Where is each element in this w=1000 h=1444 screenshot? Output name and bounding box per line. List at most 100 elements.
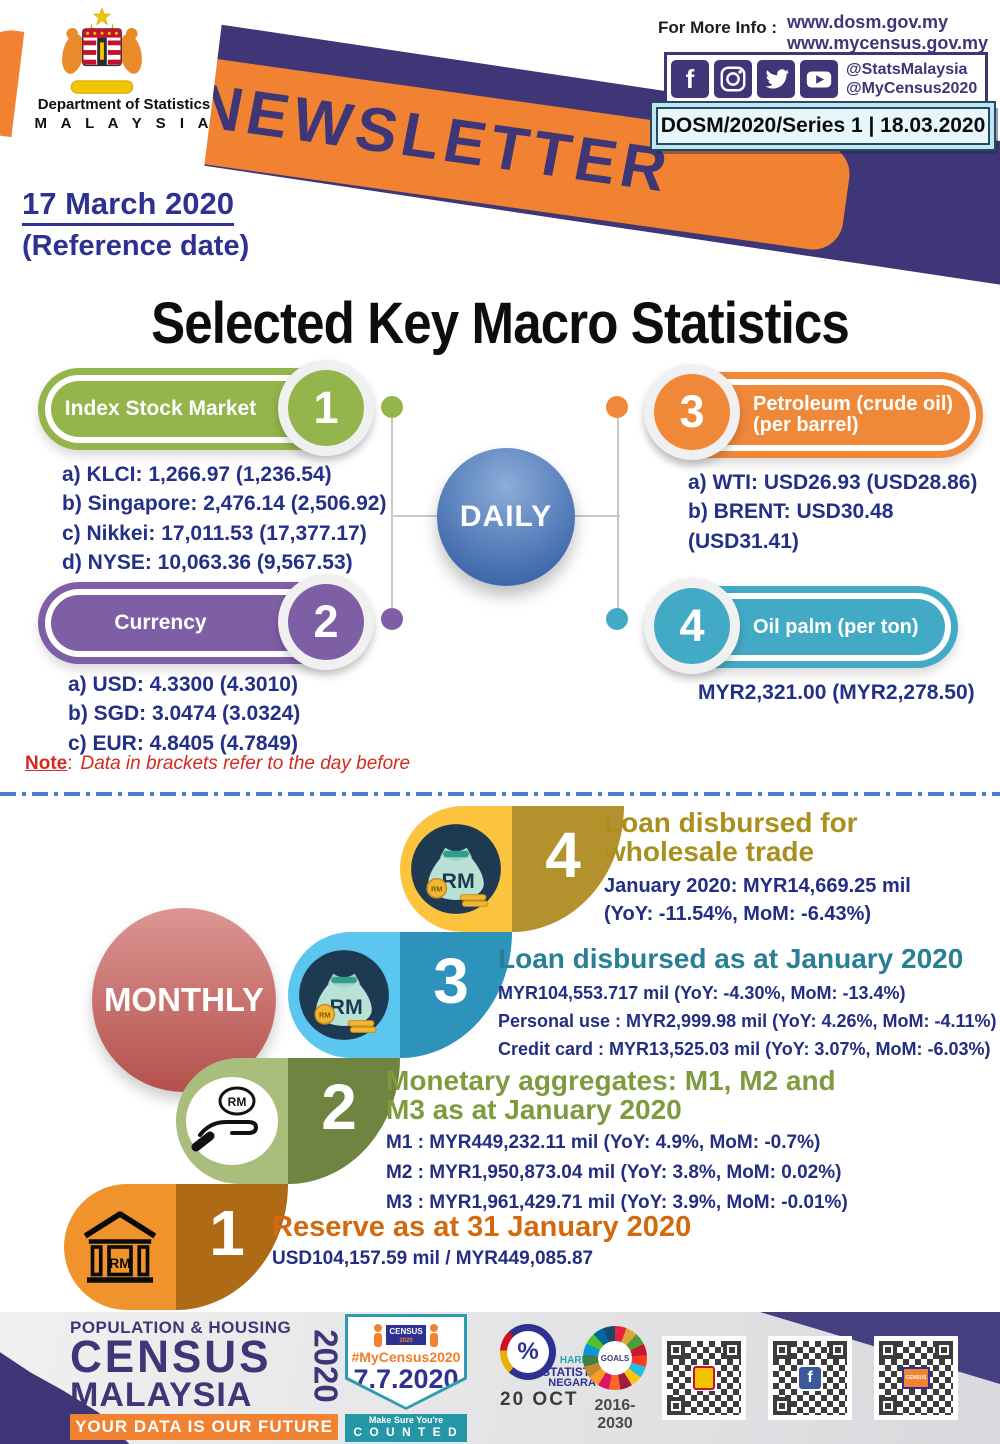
qr-code-facebook[interactable]: f (768, 1336, 852, 1420)
dot-orange (606, 396, 628, 418)
qr-finder-icon (667, 1341, 685, 1359)
nyse-value: d) NYSE: 10,063.36 (9,567.53) (62, 551, 353, 575)
petroleum-values: a) WTI: USD26.93 (USD28.86) b) BRENT: US… (688, 468, 1000, 556)
step3-number: 3 (433, 945, 469, 1017)
mycensus-url-link[interactable]: www.mycensus.gov.my (786, 32, 989, 53)
qr-finder-icon (773, 1341, 791, 1359)
statistics-day-icon: % (500, 1324, 556, 1380)
svg-text:CENSUS: CENSUS (389, 1327, 423, 1336)
mycensus-shield-inner: CENSUS 2020 #MyCensus2020 7.7.2020 (348, 1317, 464, 1407)
qr-finder-icon (829, 1341, 847, 1359)
census-malaysia: MALAYSIA (70, 1375, 253, 1414)
number-badge-2: 2 (278, 574, 374, 670)
info-urls: www.dosm.gov.my www.mycensus.gov.my (787, 12, 988, 53)
sdg-wheel-icon: GOALS (583, 1326, 647, 1390)
qr-center-facebook-icon: f (797, 1365, 823, 1391)
census-tagline: YOUR DATA IS OUR FUTURE (70, 1414, 338, 1441)
youtube-icon[interactable] (800, 60, 838, 98)
twitter-icon[interactable] (757, 60, 795, 98)
census-mini-logo-icon: CENSUS 2020 (374, 1324, 438, 1347)
eur-value: c) EUR: 4.8405 (4.7849) (68, 731, 298, 755)
percent-glyph: % (507, 1331, 549, 1373)
page-title: Selected Key Macro Statistics (151, 291, 850, 356)
pill-currency: Currency 2 (38, 574, 374, 670)
census-year-vertical: 2020 (307, 1328, 345, 1403)
note-text: Data in brackets refer to the day before (80, 753, 411, 774)
series-date-badge: DOSM/2020/Series 1 | 18.03.2020 (652, 103, 994, 149)
mycensus-shield: CENSUS 2020 #MyCensus2020 7.7.2020 (345, 1314, 467, 1410)
oil-palm-values: MYR2,321.00 (MYR2,278.50) (698, 678, 975, 707)
step3-heading: Loan disbursed as at January 2020 (498, 943, 964, 974)
money-bag-icon: RM RM (411, 824, 501, 914)
loan-personal-value: Personal use : MYR2,999.98 mil (YoY: 4.2… (498, 1010, 997, 1031)
step2-leaf-dark: 2 (288, 1058, 400, 1184)
pill-oil-palm: Oil palm (per ton) 4 (644, 578, 958, 674)
nikkei-value: c) Nikkei: 17,011.53 (17,377.17) (62, 521, 367, 545)
singapore-value: b) Singapore: 2,476.14 (2,506.92) (62, 492, 387, 516)
step1-body: USD104,157.59 mil / MYR449,085.87 (272, 1248, 593, 1270)
social-media-box: f @StatsMalaysia @MyCensus2020 (664, 52, 988, 106)
qr-pattern: CENSUS (879, 1341, 953, 1415)
department-name-line2: M A L A Y S I A (34, 114, 214, 132)
step4-body: January 2020: MYR14,669.25 mil (YoY: -11… (604, 872, 911, 928)
dashed-divider (0, 792, 1000, 796)
social-handles: @StatsMalaysia @MyCensus2020 (843, 60, 977, 98)
svg-text:RM: RM (431, 884, 443, 893)
number-2: 2 (288, 584, 364, 660)
qr-pattern (667, 1341, 741, 1415)
hand-rm-icon: RM (186, 1077, 278, 1165)
note-colon: : (67, 753, 73, 774)
qr-center-census-icon: CENSUS (902, 1367, 930, 1389)
pill-index-stock-market: Index Stock Market 1 (38, 360, 374, 456)
counted-line2: C O U N T E D (353, 1425, 459, 1440)
step4-leaf-light: RM RM (400, 806, 512, 932)
number-3: 3 (654, 374, 730, 450)
m1-value: M1 : MYR449,232.11 mil (YoY: 4.9%, MoM: … (386, 1132, 821, 1153)
facebook-icon[interactable]: f (671, 60, 709, 98)
census-text-column: POPULATION & HOUSING CENSUS MALAYSIA (70, 1319, 291, 1414)
step2-heading: Monetary aggregates: M1, M2 and M3 as at… (386, 1065, 836, 1126)
department-name: Department of Statistics M A L A Y S I A (24, 96, 224, 134)
qr-finder-icon (935, 1341, 953, 1359)
step1-heading: Reserve as at 31 January 2020 (272, 1211, 692, 1243)
sgd-value: b) SGD: 3.0474 (3.0324) (68, 702, 301, 726)
step2-body: M1 : MYR449,232.11 mil (YoY: 4.9%, MoM: … (386, 1128, 848, 1218)
number-badge-4: 4 (644, 578, 740, 674)
qr-code-census[interactable]: CENSUS (874, 1336, 958, 1420)
qr-code-dosm[interactable] (662, 1336, 746, 1420)
wholesale-loan-value: January 2020: MYR14,669.25 mil (604, 875, 911, 897)
more-info-label: For More Info : (658, 18, 777, 37)
klci-value: a) KLCI: 1,266.97 (1,236.54) (62, 463, 332, 486)
daily-circle: DAILY (437, 448, 575, 586)
number-badge-1: 1 (278, 360, 374, 456)
mycensus-hashtag: #MyCensus2020 (351, 1349, 461, 1365)
dosm-url-link[interactable]: www.dosm.gov.my (786, 12, 949, 32)
sdg-year-range: 2016-2030 (594, 1397, 636, 1432)
footer-banner: POPULATION & HOUSING CENSUS MALAYSIA 202… (0, 1312, 1000, 1444)
reserve-value: USD104,157.59 mil / MYR449,085.87 (272, 1248, 594, 1269)
number-1: 1 (288, 370, 364, 446)
instagram-icon[interactable] (714, 60, 752, 98)
dot-teal (606, 608, 628, 630)
handle-mycensus2020: @MyCensus2020 (846, 80, 978, 97)
reference-date-block: 17 March 2020 (Reference date) (22, 186, 249, 263)
dot-purple (381, 608, 403, 630)
qr-finder-icon (667, 1397, 685, 1415)
step1-leaf-light: RM (64, 1184, 176, 1310)
dot-green (381, 396, 403, 418)
census-title: CENSUS (70, 1331, 272, 1383)
petroleum-label-line2: (per barrel) (753, 414, 859, 436)
negara-label: NEGARA (548, 1377, 596, 1390)
usd-value: a) USD: 4.3300 (4.3010) (68, 673, 298, 696)
m2-value: M2 : MYR1,950,873.04 mil (YoY: 3.8%, MoM… (386, 1162, 842, 1184)
note-line: Note: Data in brackets refer to the day b… (25, 753, 410, 775)
petroleum-label-line1: Petroleum (crude oil) (753, 393, 954, 415)
counted-box: Make Sure You're C O U N T E D (345, 1414, 467, 1442)
reference-date-label: (Reference date) (22, 230, 250, 262)
census-logo-block: POPULATION & HOUSING CENSUS MALAYSIA 202… (70, 1319, 363, 1441)
malaysia-coat-of-arms-icon (42, 4, 162, 105)
connector-right-horizontal (572, 515, 620, 517)
step2-leaf-light: RM (176, 1058, 288, 1184)
department-name-line1: Department of Statistics (37, 96, 211, 113)
